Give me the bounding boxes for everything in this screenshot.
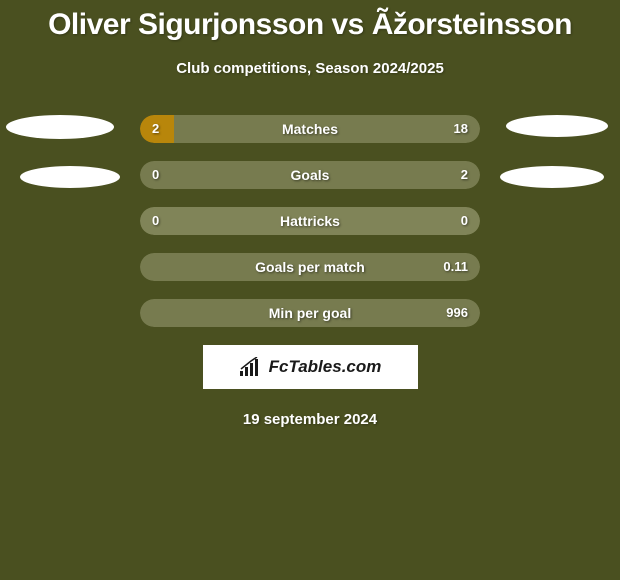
stat-value-right: 0 (461, 207, 468, 235)
stat-value-right: 18 (454, 115, 468, 143)
player-right-badge-1 (506, 115, 608, 137)
stat-value-left: 0 (152, 161, 159, 189)
stats-container: Matches218Goals02Hattricks00Goals per ma… (0, 115, 620, 428)
logo-box: FcTables.com (203, 345, 418, 389)
stat-row: Min per goal996 (140, 299, 480, 327)
stat-label: Goals (140, 161, 480, 189)
stat-value-right: 2 (461, 161, 468, 189)
stat-row: Goals0 2 (140, 161, 480, 189)
stat-value-left: 0 (152, 207, 159, 235)
stat-row: Matches2 18 (140, 115, 480, 143)
date-label: 19 september 2024 (0, 411, 620, 428)
stat-label: Matches (140, 115, 480, 143)
comparison-title: Oliver Sigurjonsson vs Ãžorsteinsson (0, 0, 620, 42)
stat-label: Goals per match (140, 253, 480, 281)
player-right-badge-2 (500, 166, 604, 188)
stat-label: Hattricks (140, 207, 480, 235)
chart-icon (239, 357, 263, 377)
player-left-badge-1 (6, 115, 114, 139)
stat-row: Goals per match0.11 (140, 253, 480, 281)
stat-label: Min per goal (140, 299, 480, 327)
logo-text: FcTables.com (269, 357, 382, 377)
season-subtitle: Club competitions, Season 2024/2025 (0, 60, 620, 77)
player-left-badge-2 (20, 166, 120, 188)
stat-value-right: 996 (446, 299, 468, 327)
stat-row: Hattricks0 0 (140, 207, 480, 235)
stat-value-right: 0.11 (443, 253, 468, 281)
stat-value-left: 2 (152, 115, 159, 143)
